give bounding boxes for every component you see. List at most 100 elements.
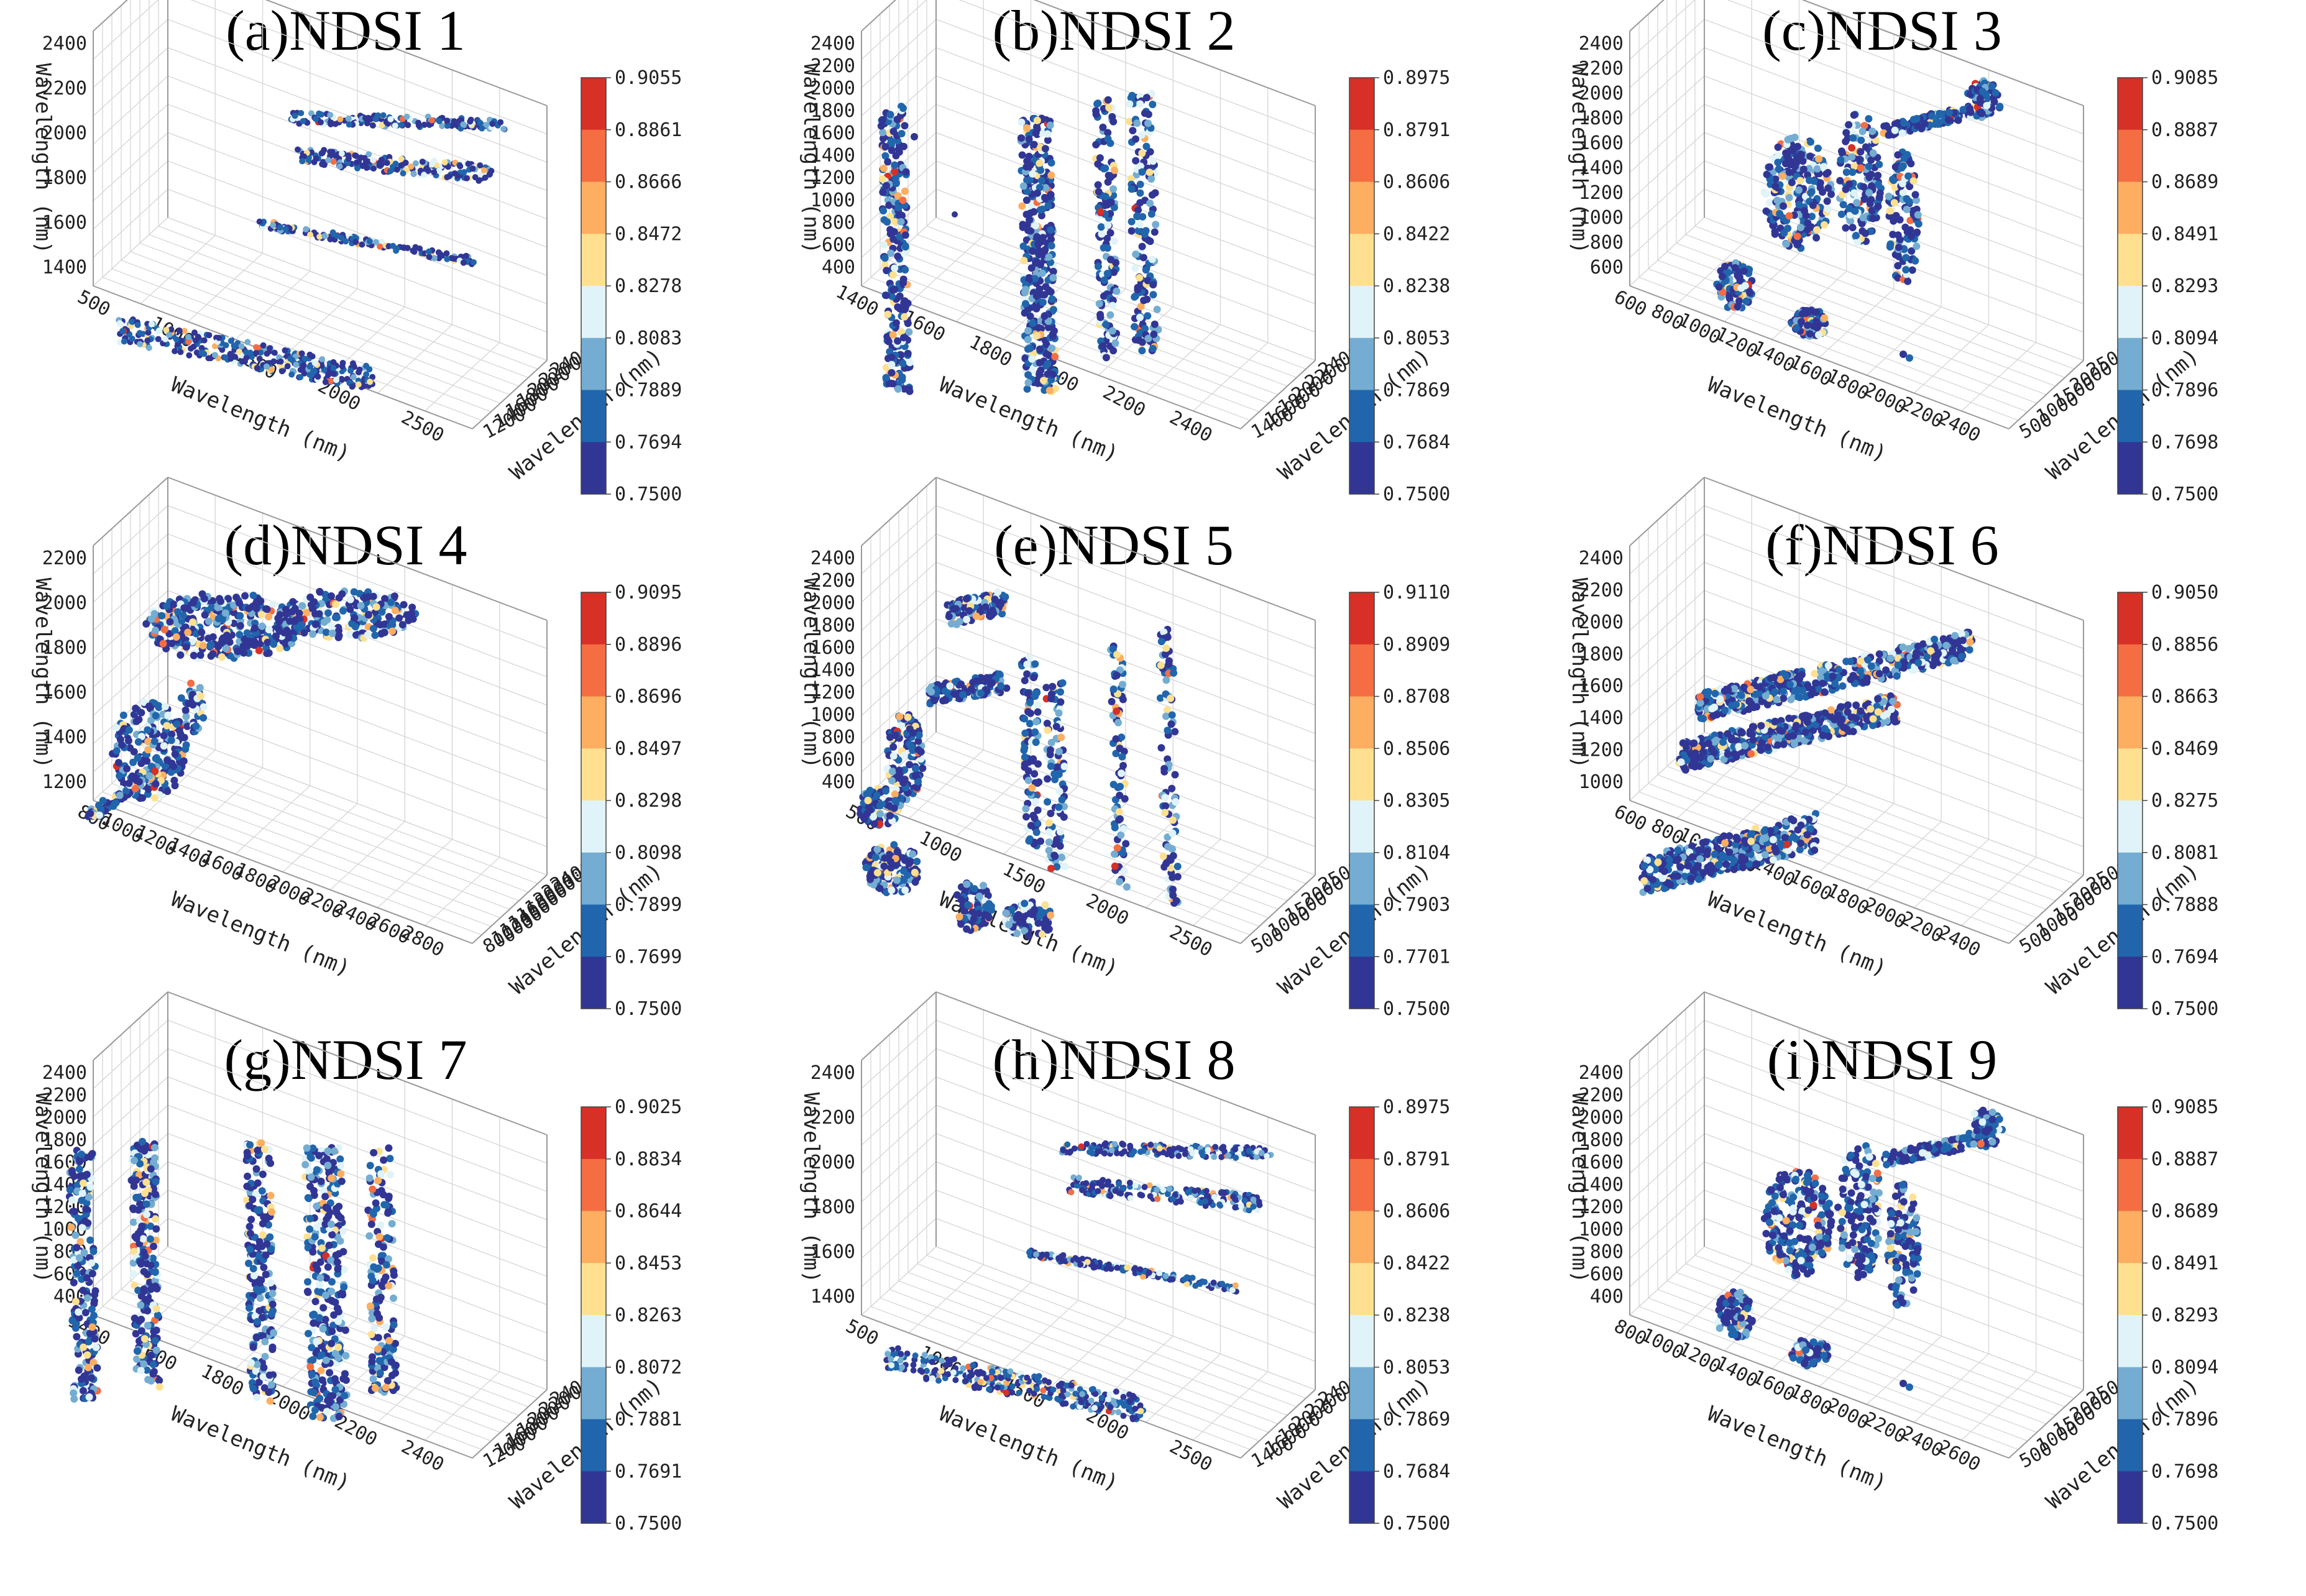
data-point <box>1859 214 1867 222</box>
data-point <box>380 112 387 119</box>
data-point <box>190 651 198 659</box>
data-point <box>309 370 316 377</box>
data-point <box>1903 195 1911 203</box>
data-point <box>1047 864 1055 873</box>
colorbar-tick-label: 0.8298 <box>615 790 682 812</box>
data-point <box>1896 236 1904 244</box>
wall-gridline <box>861 217 937 287</box>
wall-gridline <box>93 47 168 117</box>
data-point <box>880 164 888 172</box>
data-point <box>298 602 306 610</box>
data-point <box>1891 126 1899 134</box>
data-point <box>890 228 898 236</box>
data-point <box>1021 763 1029 771</box>
data-point <box>911 771 919 779</box>
data-point <box>205 617 213 625</box>
colorbar-tick-label: 0.8293 <box>2151 275 2218 297</box>
data-point <box>901 231 909 239</box>
data-point <box>1031 770 1039 778</box>
z-tick-label: 1000 <box>811 190 855 211</box>
data-point <box>1053 835 1061 843</box>
colorbar-segment <box>2118 337 2143 390</box>
data-point <box>328 630 336 637</box>
data-point <box>1114 718 1122 727</box>
data-point <box>1845 180 1854 188</box>
data-point <box>1954 116 1962 124</box>
data-point <box>1148 255 1156 264</box>
data-point <box>1900 119 1908 127</box>
data-point <box>479 125 485 132</box>
data-point <box>1055 803 1063 811</box>
data-point <box>123 764 131 773</box>
wall-gridline <box>93 0 159 60</box>
data-point <box>1820 163 1827 171</box>
data-point <box>882 374 890 382</box>
data-point <box>1100 276 1108 284</box>
floor-gridline <box>102 277 482 421</box>
data-point <box>1827 190 1835 198</box>
data-point <box>1019 182 1027 190</box>
data-point <box>1162 802 1170 810</box>
colorbar-tick-label: 0.7869 <box>1383 380 1450 401</box>
data-point <box>905 860 913 868</box>
data-point <box>318 119 324 126</box>
data-point <box>880 862 888 870</box>
data-point <box>894 204 903 212</box>
data-point <box>1782 240 1790 248</box>
colorbar-tick-label: 0.8278 <box>615 275 682 297</box>
colorbar-tick-label: 0.8305 <box>1383 790 1450 812</box>
data-point <box>1806 177 1813 185</box>
data-point <box>1120 867 1128 875</box>
data-point <box>897 218 905 226</box>
data-point <box>1171 728 1179 736</box>
data-point <box>1740 267 1748 275</box>
axis-edge <box>265 0 548 106</box>
data-point <box>1109 347 1118 355</box>
data-point <box>289 357 296 364</box>
data-point <box>1032 718 1040 726</box>
data-point <box>171 782 179 789</box>
data-point <box>1795 201 1803 209</box>
z-tick-label: 2400 <box>811 548 855 569</box>
data-point <box>339 363 346 370</box>
data-point <box>112 799 120 807</box>
data-point <box>277 224 283 231</box>
data-point <box>965 607 973 615</box>
data-point <box>1102 354 1110 362</box>
data-point <box>425 167 431 173</box>
scatter-points <box>85 587 420 820</box>
data-point <box>216 334 223 341</box>
data-point <box>1094 181 1102 189</box>
data-point <box>1172 798 1180 806</box>
data-point <box>206 332 213 339</box>
colorbar: 0.91100.89090.87080.85060.83050.81040.79… <box>1349 582 1450 1020</box>
data-point <box>1848 153 1856 161</box>
data-point <box>1021 753 1029 761</box>
data-point <box>181 745 190 753</box>
data-point <box>1150 330 1158 338</box>
colorbar-tick-label: 0.8422 <box>1383 223 1450 245</box>
data-point <box>950 605 958 613</box>
data-point <box>885 201 893 209</box>
data-point <box>1886 207 1894 215</box>
data-point <box>1799 165 1808 173</box>
data-point <box>339 607 347 615</box>
data-point <box>1138 168 1146 176</box>
floor-gridline <box>139 757 520 901</box>
data-point <box>1170 669 1178 677</box>
data-point <box>1796 177 1804 185</box>
data-point <box>888 292 896 300</box>
data-point <box>1782 160 1789 168</box>
data-point <box>1045 838 1053 846</box>
colorbar-tick-label: 0.9095 <box>615 582 682 603</box>
data-point <box>1036 159 1044 167</box>
colorbar-tick-label: 0.7500 <box>2151 484 2218 505</box>
data-point <box>891 168 899 175</box>
panel-title: (b)NDSI 2 <box>993 0 1236 62</box>
data-point <box>351 614 359 622</box>
data-point <box>322 378 329 385</box>
data-point <box>873 869 881 877</box>
data-point <box>337 116 344 122</box>
data-point <box>284 363 291 370</box>
data-point <box>1149 281 1157 289</box>
